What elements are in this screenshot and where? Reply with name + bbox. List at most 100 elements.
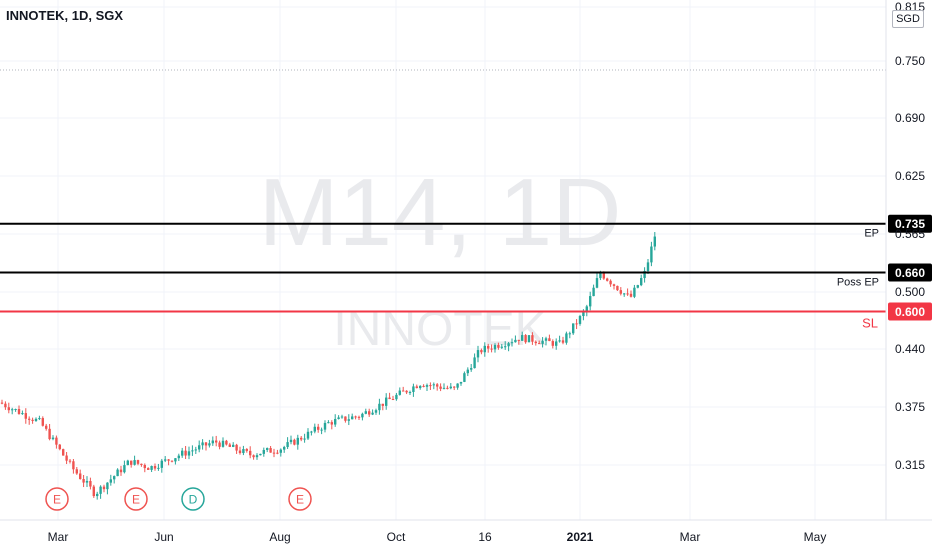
candle-body (252, 455, 255, 458)
candle-body (34, 418, 38, 421)
candle-body (364, 411, 367, 414)
candle-body (493, 344, 497, 350)
candle-body (262, 449, 265, 454)
price-tag-label: 0.660 (895, 266, 925, 280)
currency-button[interactable]: SGD (892, 10, 924, 28)
candle-body (14, 409, 17, 411)
hline-label: Poss EP (837, 277, 879, 289)
candle-body (303, 438, 306, 440)
candle-body (89, 480, 92, 487)
candle-body (157, 467, 160, 469)
event-marker-d (181, 487, 205, 511)
candle-body (629, 293, 633, 297)
candle-body (45, 425, 48, 429)
candle-body (368, 411, 371, 415)
time-tick-label: 2021 (567, 530, 594, 544)
price-tag-label: 0.735 (895, 217, 925, 231)
time-tick-label: Jun (154, 530, 173, 544)
candle-body (68, 460, 72, 462)
candle-body (572, 323, 575, 334)
candle-body (330, 422, 333, 425)
candle-body (473, 357, 476, 369)
candle-body (187, 451, 191, 456)
candle-body (92, 486, 95, 497)
candle-body (470, 368, 473, 370)
candle-body (204, 442, 208, 446)
candle-body (11, 409, 14, 411)
candle-body (201, 442, 204, 446)
price-tick-label: 0.690 (895, 111, 925, 125)
candle-body (565, 333, 568, 343)
candle-body (164, 459, 167, 461)
hline-label: EP (864, 228, 879, 240)
candle-body (374, 410, 378, 413)
event-marker-letter: E (132, 493, 140, 507)
candle-body (626, 293, 629, 295)
candle-body (106, 482, 109, 490)
candle-body (412, 386, 415, 392)
candle-body (310, 431, 313, 433)
candle-body (561, 340, 565, 343)
candle-body (405, 390, 408, 393)
horizontal-lines[interactable]: EP 0.735 Poss EP 0.660 SL 0.600 (0, 69, 932, 331)
candle-body (653, 236, 656, 247)
candle-body (534, 341, 537, 344)
candle-body (568, 333, 571, 335)
candle-body (391, 399, 395, 401)
candle-body (527, 335, 531, 343)
candle-body (575, 323, 578, 325)
candle-body (388, 397, 391, 400)
candle-body (296, 437, 299, 445)
candle-body (415, 386, 418, 389)
candle-body (184, 450, 187, 456)
candle-body (7, 407, 10, 411)
candle-body (62, 449, 65, 456)
candle-body (317, 426, 320, 430)
candle-body (544, 338, 548, 341)
candle-body (446, 387, 449, 389)
candle-body (449, 386, 452, 389)
candle-body (143, 464, 146, 469)
candle-body (524, 335, 527, 343)
candle-body (646, 262, 650, 271)
candle-body (21, 413, 24, 415)
time-axis[interactable]: Mar Jun Aug Oct 16 2021 Mar May (0, 519, 932, 544)
candle-body (269, 448, 272, 453)
candle-body (419, 385, 422, 389)
candle-body (442, 387, 446, 389)
candle-body (504, 346, 507, 348)
grid (0, 0, 886, 520)
candle-body (289, 439, 293, 443)
candle-body (150, 466, 153, 470)
candle-body (147, 468, 150, 470)
candle-body (337, 417, 340, 420)
candle-body (585, 306, 588, 313)
chart-title: INNOTEK, 1D, SGX (6, 8, 124, 23)
candle-body (313, 426, 316, 432)
price-axis[interactable]: 0.8150.7500.6900.6250.5650.5000.4400.375… (885, 0, 925, 520)
candle-body (198, 445, 201, 450)
event-marker-e (124, 487, 148, 511)
candle-body (551, 341, 554, 346)
price-tick-label: 0.375 (895, 400, 925, 414)
candle-body (408, 391, 412, 393)
candle-body (395, 394, 398, 400)
candle-body (279, 449, 282, 453)
candle-body (453, 386, 456, 388)
candle-body (51, 437, 55, 440)
candle-body (595, 278, 599, 288)
candle-body (133, 460, 136, 465)
candle-body (65, 455, 68, 461)
candle-body (531, 335, 534, 342)
candle-body (351, 416, 354, 420)
candle-body (249, 450, 252, 456)
candle-body (548, 338, 551, 342)
price-tick-label: 0.625 (895, 169, 925, 183)
candle-body (606, 278, 609, 281)
candle-body (497, 344, 500, 348)
candle-body (272, 452, 276, 454)
time-tick-label: 16 (478, 530, 492, 544)
candle-body (422, 385, 425, 387)
